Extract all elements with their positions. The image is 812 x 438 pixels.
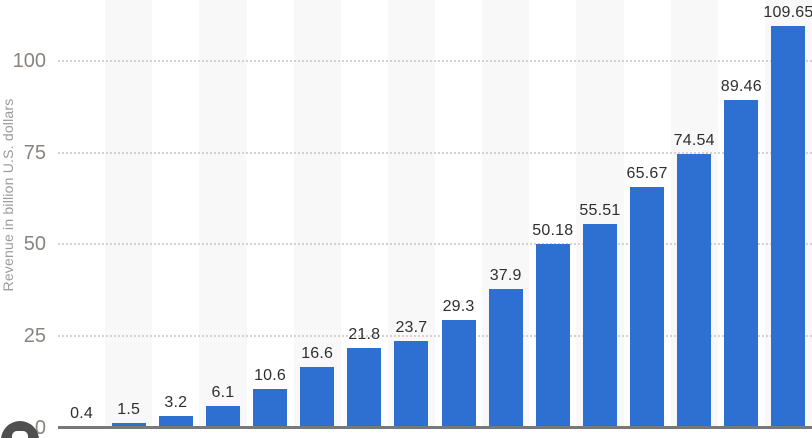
bar[interactable] <box>441 320 476 428</box>
bar[interactable] <box>771 25 806 428</box>
y-tick-label: 100 <box>12 49 46 72</box>
camera-icon <box>12 431 28 438</box>
y-tick-label: 25 <box>23 325 46 348</box>
y-tick-label: 50 <box>23 233 46 256</box>
bar[interactable] <box>205 405 240 428</box>
gridline <box>58 335 812 338</box>
bar-value-label: 109.65 <box>763 3 812 21</box>
plot-background-band <box>105 0 153 428</box>
bar-value-label: 21.8 <box>348 325 381 343</box>
plot-area: 0.4 1.5 3.2 6.1 10.6 16.6 21.8 23.7 29.3 37.9 50.1… <box>58 0 812 428</box>
bar[interactable] <box>677 154 712 428</box>
y-tick-label: 75 <box>23 141 46 164</box>
bar-value-label: 29.3 <box>442 298 475 316</box>
plot-background-band <box>247 0 294 428</box>
y-tick-label: 0 <box>34 417 46 438</box>
floating-badge[interactable] <box>1 421 39 438</box>
y-axis-title: Revenue in billion U.S. dollars <box>0 98 16 292</box>
x-axis-line <box>58 426 812 429</box>
bar[interactable] <box>630 186 665 428</box>
plot-background-band <box>152 0 199 428</box>
bar-value-label: 10.6 <box>254 367 287 385</box>
bar[interactable] <box>347 347 382 428</box>
plot-background-band <box>58 0 105 428</box>
bar-value-label: 0.4 <box>70 404 93 422</box>
bar-value-label: 55.51 <box>579 202 621 220</box>
bar-value-label: 23.7 <box>395 319 428 337</box>
plot-background-band <box>293 0 341 428</box>
bar[interactable] <box>253 389 288 428</box>
bar-value-label: 37.9 <box>489 266 522 284</box>
bar[interactable] <box>394 341 429 428</box>
bar-value-label: 89.46 <box>720 77 762 95</box>
bar-value-label: 50.18 <box>532 221 574 239</box>
bar-value-label: 74.54 <box>673 132 715 150</box>
gridline <box>58 243 812 246</box>
bar[interactable] <box>535 243 570 428</box>
plot-background-band <box>199 0 247 428</box>
bar[interactable] <box>582 224 617 428</box>
bar-value-label: 1.5 <box>117 400 141 418</box>
bar[interactable] <box>488 288 523 428</box>
gridline <box>58 151 812 154</box>
bar[interactable] <box>300 367 335 428</box>
gridline <box>58 59 812 62</box>
bar[interactable] <box>158 416 193 428</box>
bar[interactable] <box>111 422 146 428</box>
bar[interactable] <box>724 99 759 428</box>
bar-value-label: 16.6 <box>301 345 334 363</box>
bar-value-label: 6.1 <box>211 383 235 401</box>
bar-value-label: 3.2 <box>164 394 188 412</box>
bar-value-label: 65.67 <box>626 164 668 182</box>
